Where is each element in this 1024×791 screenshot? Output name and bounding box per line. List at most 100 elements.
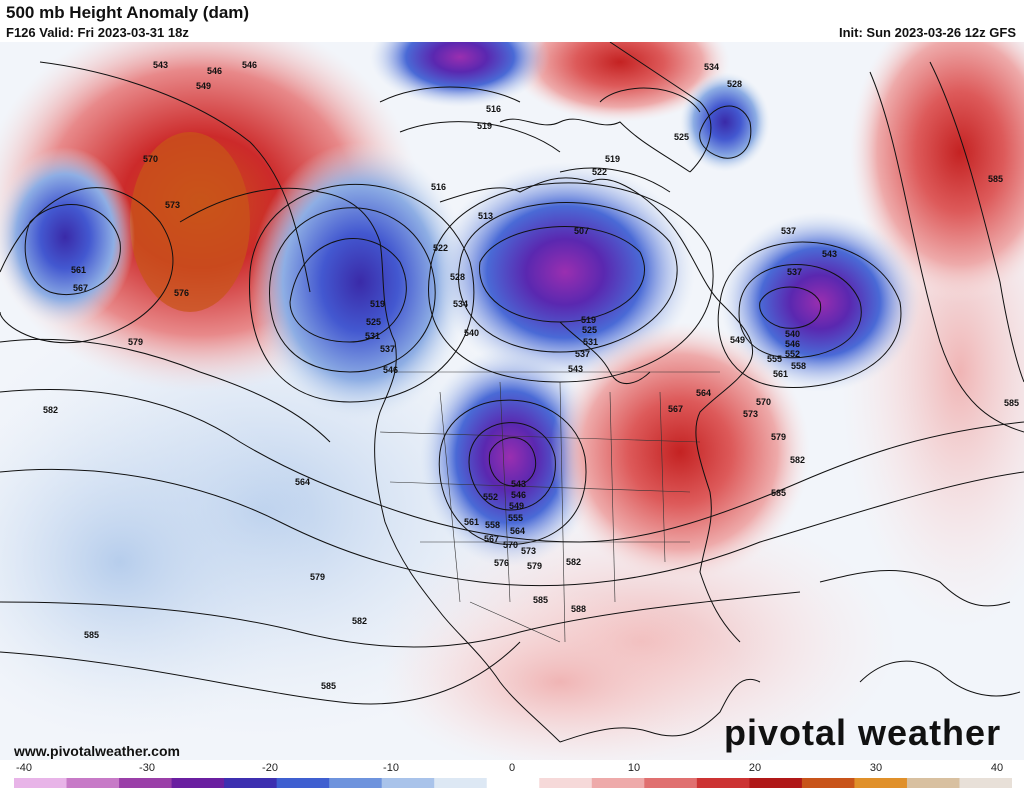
colorbar-swatch [486, 778, 540, 788]
contour-label: 537 [575, 349, 590, 359]
colorbar-tick: 30 [869, 762, 883, 774]
colorbar-swatch [276, 778, 330, 788]
contour-label: 522 [592, 167, 607, 177]
colorbar-swatch [539, 778, 593, 788]
colorbar-swatch [381, 778, 435, 788]
contour-label: 522 [433, 243, 448, 253]
contour-label: 528 [450, 272, 465, 282]
height-contours [0, 61, 1024, 705]
colorbar-swatch [801, 778, 855, 788]
colorbar-swatch [959, 778, 1012, 788]
colorbar-swatch [434, 778, 488, 788]
contour-label: 573 [743, 409, 758, 419]
contour-label: 579 [527, 561, 542, 571]
contour-label: 561 [773, 369, 788, 379]
colorbar [14, 778, 1012, 788]
contour-label: 546 [785, 339, 800, 349]
contour-label: 543 [153, 60, 168, 70]
contour-label: 564 [510, 526, 525, 536]
contour-label: 564 [295, 477, 310, 487]
contour-label: 549 [509, 501, 524, 511]
colorbar-swatch [171, 778, 225, 788]
colorbar-swatch [644, 778, 698, 788]
political-borders [379, 371, 720, 643]
contour-label: 546 [383, 365, 398, 375]
contour-label: 534 [704, 62, 719, 72]
contour-label: 537 [787, 267, 802, 277]
contour-label: 516 [431, 182, 446, 192]
contour-label: 576 [174, 288, 189, 298]
contour-label: 579 [771, 432, 786, 442]
contour-label: 570 [143, 154, 158, 164]
contour-label: 519 [581, 315, 596, 325]
colorbar-tick: 20 [748, 762, 762, 774]
contour-label: 585 [533, 595, 548, 605]
init-time: Init: Sun 2023-03-26 12z GFS [838, 25, 1016, 40]
contour-label: 585 [771, 488, 786, 498]
contour-label: 573 [521, 546, 536, 556]
contour-label: 585 [1004, 398, 1019, 408]
contour-label: 561 [71, 265, 86, 275]
contour-label: 519 [370, 299, 385, 309]
contour-label: 537 [781, 226, 796, 236]
colorbar-ticks: -40 -30 -20 -10 0 10 20 30 40 [0, 760, 1024, 778]
contour-label: 516 [486, 104, 501, 114]
coastlines [179, 42, 1021, 743]
map-title: 500 mb Height Anomaly (dam) [6, 3, 250, 22]
contour-label: 585 [321, 681, 336, 691]
contour-label: 546 [207, 66, 222, 76]
contour-labels: 543 546 546 549 570 573 576 579 561 567 … [43, 60, 1019, 691]
contour-label: 573 [165, 200, 180, 210]
contour-label: 570 [756, 397, 771, 407]
contour-label: 585 [84, 630, 99, 640]
contour-label: 525 [674, 132, 689, 142]
colorbar-swatch [66, 778, 120, 788]
colorbar-swatch [224, 778, 278, 788]
colorbar-tick: -30 [139, 762, 155, 774]
contour-label: 543 [822, 249, 837, 259]
colorbar-swatch [854, 778, 908, 788]
brand-logo: pivotal weather [724, 712, 1002, 753]
colorbar-swatch [906, 778, 960, 788]
valid-time: F126 Valid: Fri 2023-03-31 18z [6, 25, 189, 40]
contour-label: 543 [511, 479, 526, 489]
colorbar-swatch [329, 778, 383, 788]
contour-label: 567 [73, 283, 88, 293]
contour-label: 558 [485, 520, 500, 530]
contour-label: 543 [568, 364, 583, 374]
contour-label: 552 [785, 349, 800, 359]
contour-label: 567 [668, 404, 683, 414]
anomaly-shading [0, 42, 1024, 760]
colorbar-tick: 0 [508, 762, 516, 774]
contour-label: 519 [477, 121, 492, 131]
colorbar-tick: 40 [990, 762, 1004, 774]
contour-label: 540 [464, 328, 479, 338]
contour-label: 525 [582, 325, 597, 335]
contour-label: 546 [511, 490, 526, 500]
contour-label: 528 [727, 79, 742, 89]
colorbar-swatch [119, 778, 173, 788]
contour-label: 585 [988, 174, 1003, 184]
contour-label: 579 [310, 572, 325, 582]
contour-label: 534 [453, 299, 468, 309]
contour-label: 540 [785, 329, 800, 339]
contour-label: 549 [730, 335, 745, 345]
contour-label: 507 [574, 226, 589, 236]
contour-label: 555 [767, 354, 782, 364]
colorbar-swatch [14, 778, 68, 788]
contour-label: 555 [508, 513, 523, 523]
colorbar-tick: -10 [383, 762, 399, 774]
contour-label: 561 [464, 517, 479, 527]
contour-label: 537 [380, 344, 395, 354]
contour-label: 576 [494, 558, 509, 568]
contour-label: 579 [128, 337, 143, 347]
header: 500 mb Height Anomaly (dam) F126 Valid: … [0, 0, 1024, 42]
contour-label: 564 [696, 388, 711, 398]
contour-label: 588 [571, 604, 586, 614]
map-canvas: 543 546 546 549 570 573 576 579 561 567 … [0, 42, 1024, 760]
contour-label: 582 [352, 616, 367, 626]
website-url: www.pivotalweather.com [14, 743, 180, 759]
contour-label: 519 [605, 154, 620, 164]
contour-label: 567 [484, 534, 499, 544]
contour-label: 546 [242, 60, 257, 70]
